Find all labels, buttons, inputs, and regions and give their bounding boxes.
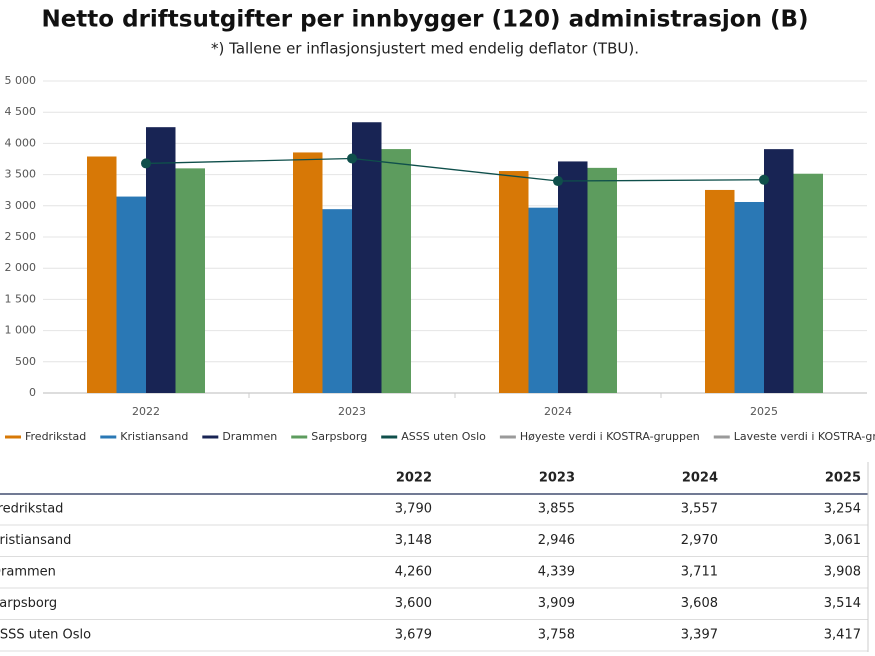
bar — [499, 171, 529, 393]
table-cell: 3,711 — [681, 565, 718, 580]
bar — [175, 168, 205, 393]
table-cell: 3,254 — [824, 502, 861, 517]
legend-label: ASSS uten Oslo — [401, 430, 486, 443]
bar — [705, 189, 735, 393]
legend-label: Fredrikstad — [25, 430, 86, 443]
y-tick-label: 5 000 — [5, 74, 37, 87]
table-cell: 3,061 — [824, 533, 861, 548]
table-header: 2025 — [825, 471, 861, 486]
legend-label: Laveste verdi i KOSTRA-gruppen — [734, 430, 875, 443]
table-row-label: Drammen — [0, 565, 56, 580]
bar — [587, 167, 617, 393]
table-cell: 3,909 — [538, 596, 575, 611]
table-cell: 3,557 — [681, 502, 718, 517]
bar — [146, 127, 176, 394]
table-cell: 3,679 — [395, 628, 432, 643]
table-cell: 4,339 — [538, 565, 575, 580]
line-point — [347, 153, 357, 164]
table-cell: 3,397 — [681, 628, 718, 643]
table-cell: 3,758 — [538, 628, 575, 643]
line — [145, 157, 765, 182]
table-row-label: Fredrikstad — [0, 502, 63, 517]
bar — [528, 207, 558, 393]
y-tick-label: 0 — [29, 386, 36, 399]
bar — [116, 196, 146, 393]
table-cell: 3,855 — [538, 502, 575, 517]
bar — [764, 149, 794, 393]
table-cell: 3,790 — [395, 502, 432, 517]
legend-label: Kristiansand — [120, 430, 188, 443]
y-tick-label: 2 000 — [5, 261, 37, 274]
bar — [352, 122, 382, 393]
table-header: 2022 — [396, 471, 432, 486]
bar — [322, 209, 352, 393]
y-tick-label: 1 500 — [5, 292, 37, 305]
chart-subtitle: *) Tallene er inflasjonsjustert med ende… — [211, 40, 639, 58]
y-tick-label: 4 500 — [5, 105, 37, 118]
x-tick-label: 2025 — [750, 405, 778, 418]
y-tick-label: 1 000 — [5, 324, 37, 337]
legend-label: Høyeste verdi i KOSTRA-gruppen — [520, 430, 700, 443]
table-cell: 3,908 — [824, 565, 861, 580]
y-tick-label: 2 500 — [5, 230, 37, 243]
table-cell: 3,148 — [395, 533, 432, 548]
x-tick-label: 2023 — [338, 405, 366, 418]
table-row-label: Kristiansand — [0, 533, 71, 548]
table-cell: 3,608 — [681, 596, 718, 611]
line-point — [141, 158, 151, 169]
bar — [381, 149, 411, 393]
legend-label: Drammen — [222, 430, 277, 443]
table-cell: 2,970 — [681, 533, 718, 548]
line-point — [553, 176, 563, 187]
table-row-label: ASSS uten Oslo — [0, 628, 91, 643]
table-header: 2024 — [682, 471, 718, 486]
bar — [558, 161, 588, 393]
table-cell: 4,260 — [395, 565, 432, 580]
chart-title: Netto driftsutgifter per innbygger (120)… — [41, 7, 808, 33]
table-header: 2023 — [539, 471, 575, 486]
bar — [293, 152, 323, 393]
x-tick-label: 2024 — [544, 405, 572, 418]
table-cell: 3,600 — [395, 596, 432, 611]
bar — [734, 201, 764, 393]
y-tick-label: 4 000 — [5, 136, 37, 149]
y-tick-label: 3 000 — [5, 199, 37, 212]
x-tick-label: 2022 — [132, 405, 160, 418]
table-cell: 3,514 — [824, 596, 861, 611]
y-tick-label: 3 500 — [5, 168, 37, 181]
table-cell: 2,946 — [538, 533, 575, 548]
table-cell: 3,417 — [824, 628, 861, 643]
line-point — [759, 174, 769, 185]
bar — [793, 173, 823, 393]
legend-label: Sarpsborg — [311, 430, 367, 443]
bar — [87, 156, 117, 393]
y-tick-label: 500 — [15, 355, 36, 368]
table-row-label: Sarpsborg — [0, 596, 57, 611]
